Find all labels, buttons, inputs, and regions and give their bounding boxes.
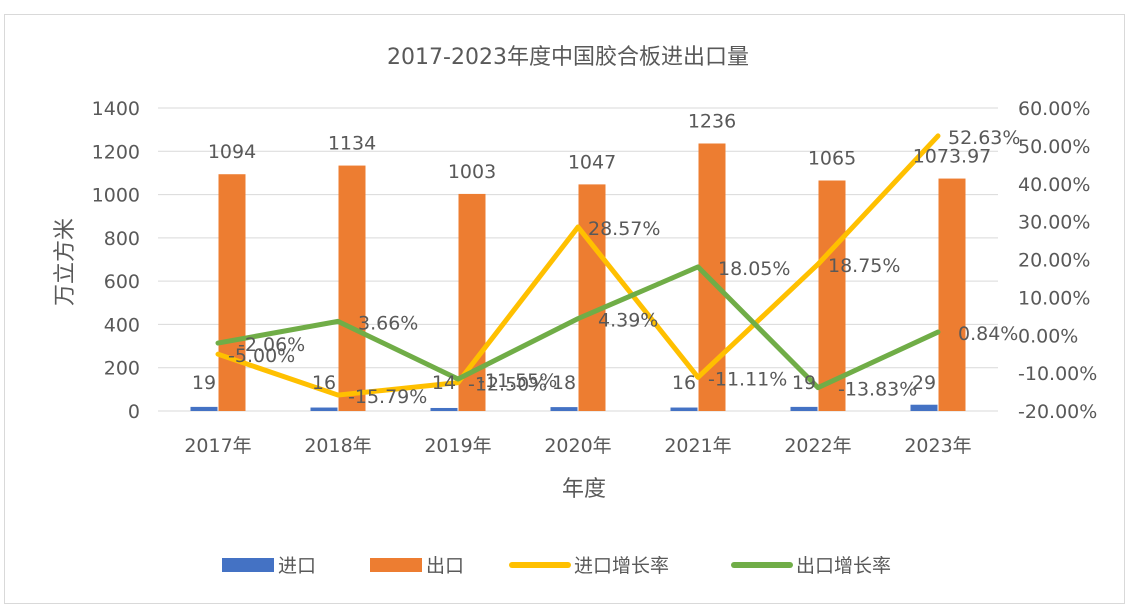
x-tick-label: 2020年 [544,435,611,457]
import-growth-label: -12.50% [468,374,547,396]
export-bar-label: 1003 [448,161,496,183]
import-bar-label: 19 [192,372,216,394]
export-growth-line [215,264,941,391]
import-bar-label: 19 [792,372,816,394]
import-bar-label: 18 [552,372,576,394]
y-axis-title-group: 万立方米 [53,218,78,306]
import-bar-label: 14 [432,372,456,394]
lines [215,133,941,398]
import-growth-label: 28.57% [588,218,660,240]
y-left-tick-labels: 0 200 400 600 800 1000 1200 1400 [92,98,140,423]
export-growth-label: -11.55% [478,370,557,392]
export-growth-label: -2.06% [238,334,305,356]
import-bar [310,407,338,411]
import-bar-label: 16 [672,372,696,394]
import-bar-label: 16 [312,372,336,394]
import-bar [790,406,818,411]
legend: 进口 出口 进口增长率 出口增长率 [222,555,891,577]
export-growth-label: 4.39% [598,310,658,332]
y-right-tick-label: 60.00% [1018,98,1090,120]
chart-title: 2017-2023年度中国胶合板进出口量 [387,45,749,70]
x-tick-labels: 2017年 2018年 2019年 2020年 2021年 2022年 2023年 [184,435,971,457]
legend-label: 进口增长率 [574,555,669,577]
y-right-tick-label: -10.00% [1018,363,1097,385]
y-right-tick-label: 40.00% [1018,174,1090,196]
y-left-tick-label: 0 [128,401,140,423]
legend-swatch [222,558,274,572]
y-left-tick-label: 600 [104,271,140,293]
legend-label: 出口增长率 [796,555,891,577]
export-bar [338,165,366,411]
import-bar [430,407,458,411]
export-bar-label: 1073.97 [913,146,992,168]
import-growth-label: 52.63% [948,127,1020,149]
export-bar-label: 1134 [328,133,376,155]
import-growth-label: -15.79% [348,386,427,408]
legend-label: 出口 [426,555,464,577]
y-right-tick-label: -20.00% [1018,401,1097,423]
y-left-tick-label: 400 [104,314,140,336]
import-bar [910,404,938,411]
x-tick-label: 2023年 [904,435,971,457]
y-left-tick-label: 200 [104,358,140,380]
export-bar [218,174,246,411]
legend-swatch [370,558,422,572]
y-left-tick-label: 1400 [92,98,140,120]
x-tick-label: 2018年 [304,435,371,457]
x-axis-title: 年度 [562,477,606,502]
x-tick-label: 2017年 [184,435,251,457]
export-bar-label: 1065 [808,148,856,170]
y-left-tick-label: 1000 [92,185,140,207]
export-bar-label: 1236 [688,110,736,132]
y-right-tick-label: 30.00% [1018,212,1090,234]
import-growth-label: -11.11% [708,368,787,390]
export-bar [938,178,966,411]
export-bar [578,184,606,411]
import-bar [670,407,698,411]
export-growth-label: 18.05% [718,258,790,280]
x-tick-label: 2021年 [664,435,731,457]
y-right-tick-label: 20.00% [1018,250,1090,272]
x-tick-label: 2022年 [784,435,851,457]
y-right-tick-label: 10.00% [1018,287,1090,309]
y-right-tick-label: 0.00% [1018,325,1078,347]
y-left-tick-label: 800 [104,228,140,250]
import-growth-label: 18.75% [828,255,900,277]
import-bar-label: 29 [912,372,936,394]
import-growth-label: -5.00% [228,345,295,367]
export-growth-label: 3.66% [358,312,418,334]
export-bar-label: 1047 [568,151,616,173]
y-axis-title: 万立方米 [53,218,78,306]
export-bar-label: 1094 [208,141,256,163]
export-growth-label: 0.84% [958,323,1018,345]
import-bar [190,406,218,411]
export-bar [818,180,846,411]
x-tick-label: 2019年 [424,435,491,457]
data-labels: 19 16 14 18 16 19 29 1094 1134 1003 1047 1236 1065 10… [192,110,1021,408]
legend-label: 进口 [278,555,316,577]
bars [190,143,966,411]
y-right-tick-label: 50.00% [1018,136,1090,158]
import-growth-line [215,133,941,398]
y-left-tick-label: 1200 [92,141,140,163]
y-right-tick-labels: -20.00% -10.00% 0.00% 10.00% 20.00% 30.00% 40.… [1018,98,1097,423]
import-bar [550,407,578,411]
export-growth-label: -13.83% [838,379,917,401]
chart-frame [4,14,1125,604]
